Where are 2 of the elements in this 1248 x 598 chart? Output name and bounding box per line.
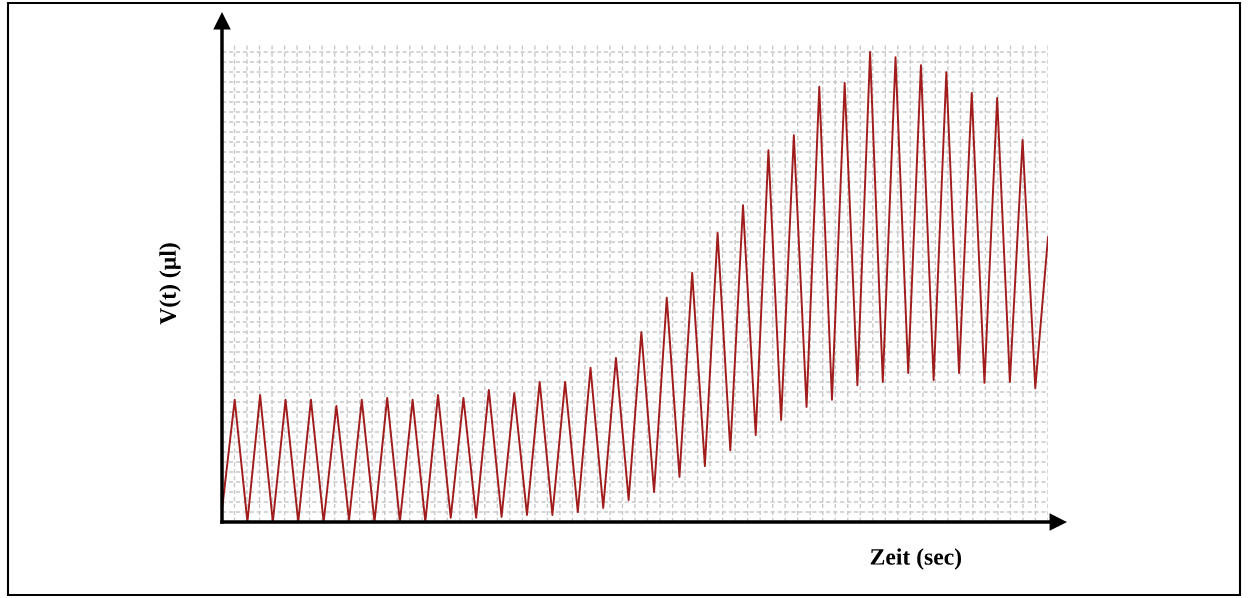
x-axis-title: Zeit (sec) — [870, 548, 962, 570]
y-axis-title: V(t) (µl) — [159, 243, 181, 325]
